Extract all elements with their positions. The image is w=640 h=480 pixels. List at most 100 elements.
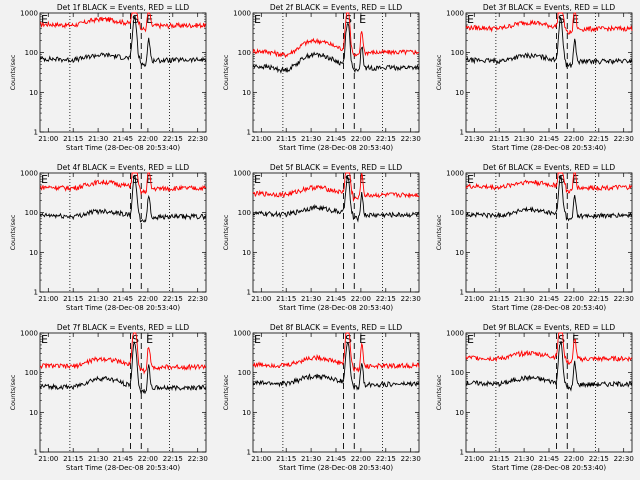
y-tick-label: 10 <box>242 409 251 417</box>
x-tick-label: 21:15 <box>63 455 83 463</box>
events-series-line <box>465 340 633 392</box>
plot-frame <box>39 12 207 133</box>
x-tick-label: 22:15 <box>163 135 183 143</box>
x-tick-label: 22:30 <box>401 135 421 143</box>
y-tick-label: 1000 <box>20 170 38 178</box>
x-tick-label: 21:30 <box>514 135 534 143</box>
y-tick-label: 100 <box>25 369 38 377</box>
x-tick-label: 22:30 <box>614 295 634 303</box>
x-tick-label: 21:15 <box>489 295 509 303</box>
y-axis-label: Counts/sec <box>9 374 17 410</box>
y-tick-label: 10 <box>29 409 38 417</box>
y-axis-label: Counts/sec <box>435 214 443 250</box>
y-tick-label: 10 <box>242 249 251 257</box>
y-tick-label: 100 <box>451 369 464 377</box>
y-tick-label: 100 <box>238 369 251 377</box>
x-tick-label: 22:00 <box>351 295 371 303</box>
y-tick-label: 10 <box>455 409 464 417</box>
x-tick-label: 22:15 <box>376 455 396 463</box>
x-axis-label: Start Time (28-Dec-08 20:53:40) <box>66 304 180 312</box>
lld-series-line <box>465 12 633 35</box>
y-tick-label: 10 <box>455 249 464 257</box>
end-marker-label: E <box>359 13 366 26</box>
y-tick-label: 1 <box>34 449 38 457</box>
corner-marker-label: E <box>41 333 48 346</box>
end-marker-label: E <box>359 333 366 346</box>
corner-marker-label: E <box>254 173 261 186</box>
x-tick-label: 21:45 <box>326 135 346 143</box>
end-marker-label: E <box>572 173 579 186</box>
y-tick-label: 10 <box>29 249 38 257</box>
events-series-line <box>39 15 207 68</box>
lld-series-line <box>39 12 207 33</box>
x-tick-label: 21:15 <box>63 295 83 303</box>
x-tick-label: 21:45 <box>539 295 559 303</box>
x-tick-label: 21:30 <box>301 135 321 143</box>
x-tick-label: 21:30 <box>301 295 321 303</box>
x-tick-label: 21:45 <box>113 295 133 303</box>
x-tick-label: 22:30 <box>188 455 208 463</box>
x-tick-label: 21:00 <box>38 455 58 463</box>
detector-chart-2: Det 2f BLACK = Events, RED = LLD 1 10 100 10… <box>222 3 421 152</box>
detector-chart-4: Det 4f BLACK = Events, RED = LLD 1 10 100 10… <box>9 163 208 312</box>
x-tick-label: 22:15 <box>163 295 183 303</box>
x-tick-label: 21:45 <box>326 455 346 463</box>
x-tick-label: 21:00 <box>251 295 271 303</box>
plot-frame <box>465 332 633 453</box>
lld-series-line <box>39 332 207 375</box>
y-tick-label: 100 <box>25 209 38 217</box>
y-tick-label: 100 <box>238 49 251 57</box>
x-tick-label: 22:15 <box>163 455 183 463</box>
plot-frame <box>252 172 420 293</box>
y-tick-label: 1 <box>247 129 251 137</box>
start-marker-label: S <box>558 333 565 346</box>
detector-chart-3: Det 3f BLACK = Events, RED = LLD 1 10 100 10… <box>435 3 634 152</box>
x-tick-label: 21:00 <box>38 295 58 303</box>
x-axis-label: Start Time (28-Dec-08 20:53:40) <box>66 464 180 472</box>
corner-marker-label: E <box>467 13 474 26</box>
chart-title: Det 6f BLACK = Events, RED = LLD <box>483 163 616 172</box>
x-tick-label: 21:00 <box>251 135 271 143</box>
y-tick-label: 1000 <box>20 10 38 18</box>
x-axis-label: Start Time (28-Dec-08 20:53:40) <box>279 304 393 312</box>
x-tick-label: 22:30 <box>614 455 634 463</box>
detector-chart-6: Det 6f BLACK = Events, RED = LLD 1 10 100 10… <box>435 163 634 312</box>
x-tick-label: 21:45 <box>113 455 133 463</box>
x-tick-label: 21:45 <box>113 135 133 143</box>
y-tick-label: 100 <box>451 49 464 57</box>
x-tick-label: 22:15 <box>589 135 609 143</box>
x-tick-label: 22:30 <box>188 135 208 143</box>
y-axis-label: Counts/sec <box>222 374 230 410</box>
x-tick-label: 22:00 <box>564 455 584 463</box>
x-tick-label: 21:00 <box>251 455 271 463</box>
x-tick-label: 21:30 <box>88 135 108 143</box>
events-series-line <box>252 23 420 74</box>
lld-series-line <box>252 172 420 203</box>
x-tick-label: 22:30 <box>401 455 421 463</box>
y-tick-label: 1 <box>34 289 38 297</box>
x-tick-label: 21:15 <box>276 135 296 143</box>
x-tick-label: 22:15 <box>376 295 396 303</box>
y-tick-label: 1000 <box>233 330 251 338</box>
chart-title: Det 7f BLACK = Events, RED = LLD <box>57 323 190 332</box>
y-axis-label: Counts/sec <box>9 214 17 250</box>
x-tick-label: 21:45 <box>539 135 559 143</box>
x-tick-label: 21:15 <box>489 135 509 143</box>
x-tick-label: 21:15 <box>63 135 83 143</box>
x-tick-label: 22:15 <box>376 135 396 143</box>
corner-marker-label: E <box>254 13 261 26</box>
plot-frame <box>465 172 633 293</box>
x-tick-label: 22:30 <box>614 135 634 143</box>
end-marker-label: E <box>146 173 153 186</box>
x-tick-label: 21:30 <box>514 295 534 303</box>
y-tick-label: 1 <box>247 289 251 297</box>
x-tick-label: 22:00 <box>564 135 584 143</box>
detector-chart-7: Det 7f BLACK = Events, RED = LLD 1 10 100 10… <box>9 323 208 472</box>
x-tick-label: 22:00 <box>351 135 371 143</box>
y-tick-label: 1000 <box>446 10 464 18</box>
detector-chart-8: Det 8f BLACK = Events, RED = LLD 1 10 100 10… <box>222 323 421 472</box>
plot-frame <box>39 332 207 453</box>
lld-series-line <box>465 332 633 365</box>
